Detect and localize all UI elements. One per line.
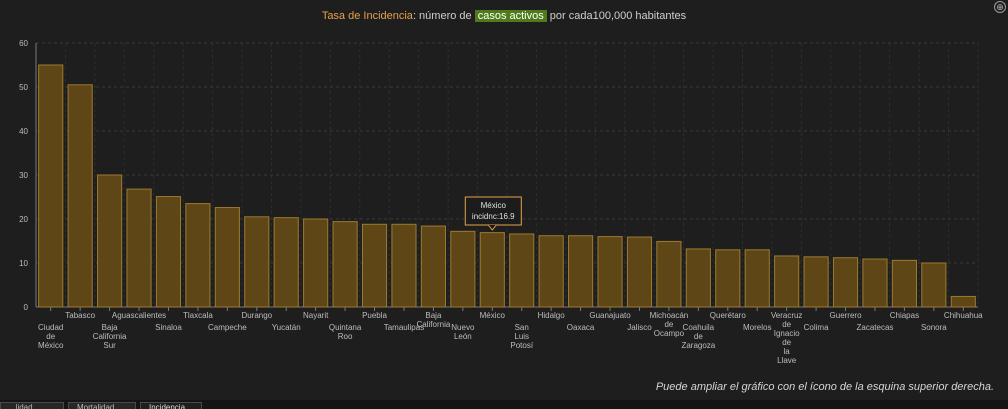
tooltip-pointer (487, 224, 497, 231)
x-tick-label: Nuevo León (451, 323, 475, 341)
bar[interactable] (568, 235, 594, 308)
bar[interactable] (420, 225, 446, 308)
x-tick-label: Aguascalientes (112, 311, 166, 320)
y-tick-label: 0 (24, 303, 29, 312)
bar[interactable] (185, 203, 211, 308)
y-tick-label: 60 (19, 39, 28, 48)
tooltip-value: incidnc:16.9 (472, 212, 515, 221)
y-tick-label: 50 (19, 83, 28, 92)
bar[interactable] (509, 233, 535, 308)
x-tick-label: Quintana Roo (329, 323, 362, 341)
x-tick-label: San Luis Potosí (510, 323, 533, 350)
x-tick-label: Campeche (208, 323, 247, 332)
x-tick-label: México (480, 311, 506, 320)
title-text-2: por cada100,000 habitantes (546, 10, 687, 22)
bar[interactable] (685, 248, 711, 308)
bar[interactable] (126, 188, 152, 308)
x-tick-label: Baja California Sur (93, 323, 127, 350)
x-tick-label: Jalisco (627, 323, 652, 332)
bar[interactable] (332, 221, 358, 308)
bar[interactable] (67, 84, 93, 308)
x-tick-label: Guerrero (830, 311, 863, 320)
x-tick-label: Sinaloa (155, 323, 182, 332)
expand-icon[interactable]: ⊕ (994, 1, 1006, 13)
bar[interactable] (303, 218, 329, 308)
x-tick-label: Nayarit (303, 311, 329, 320)
x-tick-label: Querétaro (710, 311, 747, 320)
zoom-hint: Puede ampliar el gráfico con el ícono de… (655, 381, 994, 393)
bar[interactable] (626, 236, 653, 308)
bar[interactable] (921, 262, 947, 308)
bar[interactable] (479, 232, 505, 308)
bar[interactable] (155, 196, 182, 308)
title-highlight: casos activos (474, 10, 547, 22)
bar[interactable] (597, 236, 623, 308)
bar[interactable] (273, 217, 299, 308)
x-tick-label: Chiapas (890, 311, 919, 320)
x-tick-label: Guanajuato (589, 311, 631, 320)
tooltip-box (464, 196, 522, 226)
bar[interactable] (361, 223, 388, 308)
x-tick-label: Tabasco (65, 311, 95, 320)
chart-title: Tasa de Incidencia: número de casos acti… (0, 10, 1008, 22)
x-tick-label: Puebla (362, 311, 387, 320)
x-tick-label: Tamaulipas (384, 323, 424, 332)
bar[interactable] (803, 256, 829, 308)
y-tick-label: 20 (19, 215, 28, 224)
bar[interactable] (450, 230, 476, 308)
x-tick-label: Tlaxcala (183, 311, 213, 320)
tab-mortalidad[interactable]: Mortalidad (68, 402, 136, 409)
bar[interactable] (891, 259, 917, 308)
x-tick-label: Baja California (417, 311, 451, 329)
title-text-1: : número de (412, 10, 475, 22)
x-tick-label: Yucatán (272, 323, 301, 332)
x-tick-label: Coahuila de Zaragoza (681, 323, 715, 350)
bar[interactable] (832, 257, 859, 308)
x-tick-label: Ciudad de México (38, 323, 64, 350)
bar[interactable] (656, 240, 682, 308)
bar[interactable] (244, 216, 270, 308)
tab-incidencia[interactable]: Incidencia (140, 402, 202, 409)
tab-bar: ...lidad Mortalidad Incidencia (0, 400, 1008, 409)
bar[interactable] (950, 295, 976, 308)
tab-letalidad[interactable]: ...lidad (0, 402, 64, 409)
bar[interactable] (715, 249, 741, 308)
bar[interactable] (97, 174, 123, 308)
bar[interactable] (538, 235, 564, 308)
bar[interactable] (862, 258, 888, 308)
x-tick-label: Oaxaca (567, 323, 595, 332)
tooltip-title: México (481, 201, 507, 210)
x-tick-label: Morelos (743, 323, 771, 332)
title-metric: Tasa de Incidencia (321, 10, 413, 22)
x-tick-label: Veracruz de Ignacio de la Llave (771, 311, 803, 365)
x-tick-label: Sonora (921, 323, 947, 332)
bar[interactable] (774, 255, 800, 308)
bar[interactable] (744, 249, 770, 308)
x-tick-label: Colima (804, 323, 829, 332)
x-tick-label: Hidalgo (538, 311, 566, 320)
y-tick-label: 10 (19, 259, 28, 268)
bar[interactable] (214, 207, 240, 308)
x-tick-label: Zacatecas (857, 323, 894, 332)
y-tick-label: 40 (19, 127, 28, 136)
y-tick-label: 30 (19, 171, 28, 180)
x-tick-label: Chihuahua (944, 311, 983, 320)
x-tick-label: Durango (241, 311, 272, 320)
bar[interactable] (38, 64, 64, 308)
bar[interactable] (391, 223, 417, 308)
x-tick-label: Michoacán de Ocampo (650, 311, 689, 338)
